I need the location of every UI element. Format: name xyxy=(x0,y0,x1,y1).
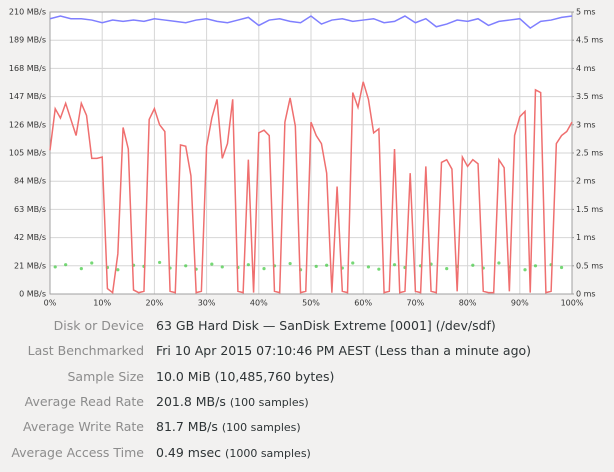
access-time-point xyxy=(184,264,188,268)
y2-tick-label: 1 ms xyxy=(576,233,596,242)
x-tick-label: 80% xyxy=(459,299,477,308)
y2-tick-label: 0 ms xyxy=(576,290,596,299)
access-time-point xyxy=(79,267,83,271)
info-value-text: 81.7 MB/s xyxy=(156,419,218,435)
y-tick-label: 84 MB/s xyxy=(14,177,46,186)
y-tick-label: 63 MB/s xyxy=(14,205,46,214)
x-tick-label: 50% xyxy=(302,299,320,308)
access-time-point xyxy=(64,263,68,267)
y-tick-label: 126 MB/s xyxy=(9,120,46,129)
info-value: 63 GB Hard Disk — SanDisk Extreme [0001]… xyxy=(156,316,496,336)
access-time-point xyxy=(325,263,329,267)
info-row: Average Read Rate 201.8 MB/s (100 samples… xyxy=(0,392,614,412)
y-tick-label: 0 MB/s xyxy=(19,290,46,299)
info-row: Average Access Time 0.49 msec (1000 sampl… xyxy=(0,443,614,463)
info-label: Sample Size xyxy=(67,368,144,384)
access-time-point xyxy=(158,260,162,265)
info-value-text: 10.0 MiB (10,485,760 bytes) xyxy=(156,368,335,384)
info-value-text: Fri 10 Apr 2015 07:10:46 PM AEST (Less t… xyxy=(156,343,532,359)
rate-line xyxy=(49,81,573,295)
x-tick-label: 20% xyxy=(146,299,164,308)
info-note: (1000 samples) xyxy=(225,446,311,460)
access-time-point xyxy=(523,268,527,272)
access-time-point xyxy=(288,261,292,266)
benchmark-chart: 0 MB/s 21 MB/s 42 MB/s 63 MB/s 84 MB/s 105 MB… xyxy=(9,8,603,308)
access-time-point xyxy=(533,264,538,268)
y-tick-label: 21 MB/s xyxy=(14,261,46,270)
y-tick-label: 210 MB/s xyxy=(9,8,46,17)
x-tick-label: 60% xyxy=(354,299,372,308)
info-value: 10.0 MiB (10,485,760 bytes) xyxy=(156,367,334,387)
info-value: Fri 10 Apr 2015 07:10:46 PM AEST (Less t… xyxy=(156,341,531,361)
x-tick-label: 10% xyxy=(93,299,111,308)
y-tick-label: 105 MB/s xyxy=(9,149,46,158)
x-tick-label: 0% xyxy=(44,299,57,308)
rate-line xyxy=(49,15,573,30)
access-time-point xyxy=(90,261,94,265)
plot-border xyxy=(49,11,573,295)
access-time-point xyxy=(210,262,214,266)
y2-tick-label: 1.5 ms xyxy=(576,205,603,214)
y2-tick-label: 5 ms xyxy=(576,8,596,17)
access-time-point xyxy=(53,265,57,269)
access-time-point xyxy=(392,263,397,267)
access-time-point xyxy=(246,263,250,267)
access-time-point xyxy=(366,265,371,269)
y2-tick-label: 0.5 ms xyxy=(576,261,603,270)
access-time-point xyxy=(497,261,501,265)
info-note: (100 samples) xyxy=(221,421,301,435)
info-label: Average Read Rate xyxy=(24,393,144,409)
y2-tick-label: 3.5 ms xyxy=(576,92,603,101)
access-time-point xyxy=(351,261,355,265)
info-label: Average Write Rate xyxy=(23,419,144,435)
access-time-point xyxy=(220,265,224,269)
y2-tick-label: 4 ms xyxy=(576,64,596,73)
info-value: 0.49 msec (1000 samples) xyxy=(156,443,311,464)
y-tick-label: 42 MB/s xyxy=(14,233,46,242)
y-tick-label: 168 MB/s xyxy=(9,64,46,73)
x-tick-label: 100% xyxy=(561,299,584,308)
x-tick-label: 30% xyxy=(198,299,216,308)
info-note: (100 samples) xyxy=(229,395,309,409)
info-value: 201.8 MB/s (100 samples) xyxy=(156,392,309,413)
access-time-point xyxy=(445,267,449,271)
x-tick-label: 70% xyxy=(407,299,425,308)
y2-tick-label: 4.5 ms xyxy=(576,36,603,45)
info-label: Disk or Device xyxy=(53,318,144,333)
access-time-point xyxy=(314,264,318,268)
info-value-text: 0.49 msec xyxy=(156,444,222,460)
info-value-text: 201.8 MB/s xyxy=(156,393,226,409)
info-row: Average Write Rate 81.7 MB/s (100 samples… xyxy=(0,417,614,437)
info-row: Sample Size 10.0 MiB (10,485,760 bytes) xyxy=(0,367,614,387)
y2-tick-label: 2 ms xyxy=(576,177,596,186)
info-value-text: 63 GB Hard Disk — SanDisk Extreme [0001]… xyxy=(156,318,496,333)
info-row: Disk or Device 63 GB Hard Disk — SanDisk … xyxy=(0,316,614,336)
y-tick-label: 147 MB/s xyxy=(9,92,46,101)
access-time-point xyxy=(377,267,381,271)
y2-tick-label: 3 ms xyxy=(576,120,596,129)
info-value: 81.7 MB/s (100 samples) xyxy=(156,417,301,438)
access-time-point xyxy=(262,267,266,271)
info-label: Average Access Time xyxy=(11,444,144,460)
x-tick-label: 90% xyxy=(511,299,529,308)
y2-tick-label: 2.5 ms xyxy=(576,149,603,158)
info-label: Last Benchmarked xyxy=(27,343,144,359)
access-time-point xyxy=(116,268,120,272)
x-tick-label: 40% xyxy=(250,299,268,308)
info-row: Last Benchmarked Fri 10 Apr 2015 07:10:46… xyxy=(0,341,614,361)
access-time-point xyxy=(559,265,564,270)
y-tick-label: 189 MB/s xyxy=(9,36,46,45)
access-time-point xyxy=(471,263,475,267)
